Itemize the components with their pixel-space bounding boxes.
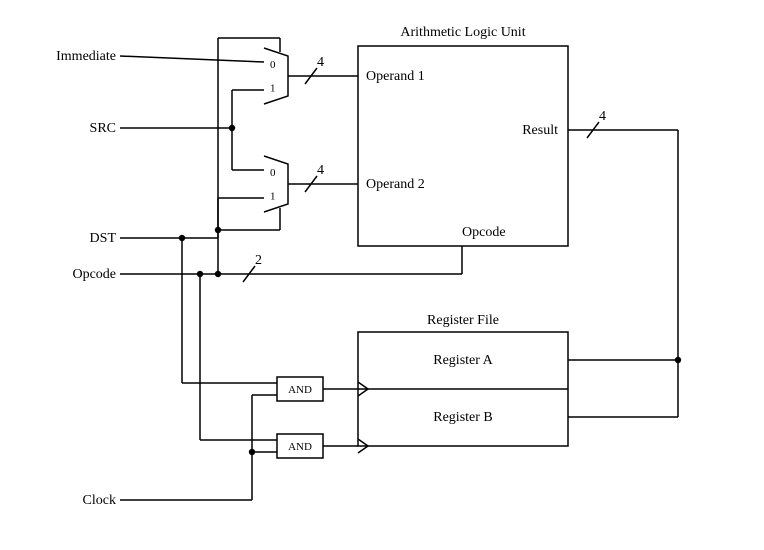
- and-gate-top-label: AND: [288, 384, 312, 396]
- w-imm: [120, 56, 264, 62]
- mux-bottom: [264, 156, 288, 212]
- label-opcode: Opcode: [72, 267, 116, 282]
- label-clock: Clock: [83, 493, 116, 508]
- regfile-title: Register File: [427, 313, 499, 328]
- bus-op1: 4: [317, 55, 324, 70]
- mux-bottom-label-0: 0: [270, 167, 276, 179]
- junction-clk: [249, 449, 255, 455]
- alu-title: Arithmetic Logic Unit: [400, 25, 525, 40]
- label-immediate: Immediate: [56, 49, 116, 64]
- mux-top-label-1: 1: [270, 82, 276, 94]
- alu-port-op1: Operand 1: [366, 69, 425, 84]
- junction-dst: [179, 235, 185, 241]
- bus-opcode: 2: [255, 253, 262, 268]
- junction-src: [229, 125, 235, 131]
- label-src: SRC: [90, 121, 116, 136]
- bus-op2: 4: [317, 163, 324, 178]
- and-gate-bottom-label: AND: [288, 441, 312, 453]
- mux-bottom-label-1: 1: [270, 190, 276, 202]
- alu-port-result: Result: [522, 123, 558, 138]
- register-b-label: Register B: [433, 410, 493, 425]
- mux-top-label-0: 0: [270, 59, 276, 71]
- register-a-label: Register A: [433, 353, 493, 368]
- label-dst: DST: [90, 231, 117, 246]
- junction-opc2: [215, 271, 221, 277]
- alu-port-opcode: Opcode: [462, 225, 506, 240]
- junction-sel: [215, 227, 221, 233]
- mux-top: [264, 48, 288, 104]
- datapath-diagram: Immediate SRC DST Opcode Clock Arithmetic Log…: [0, 0, 764, 550]
- bus-result: 4: [599, 109, 606, 124]
- junction-opc: [197, 271, 203, 277]
- alu-port-op2: Operand 2: [366, 177, 425, 192]
